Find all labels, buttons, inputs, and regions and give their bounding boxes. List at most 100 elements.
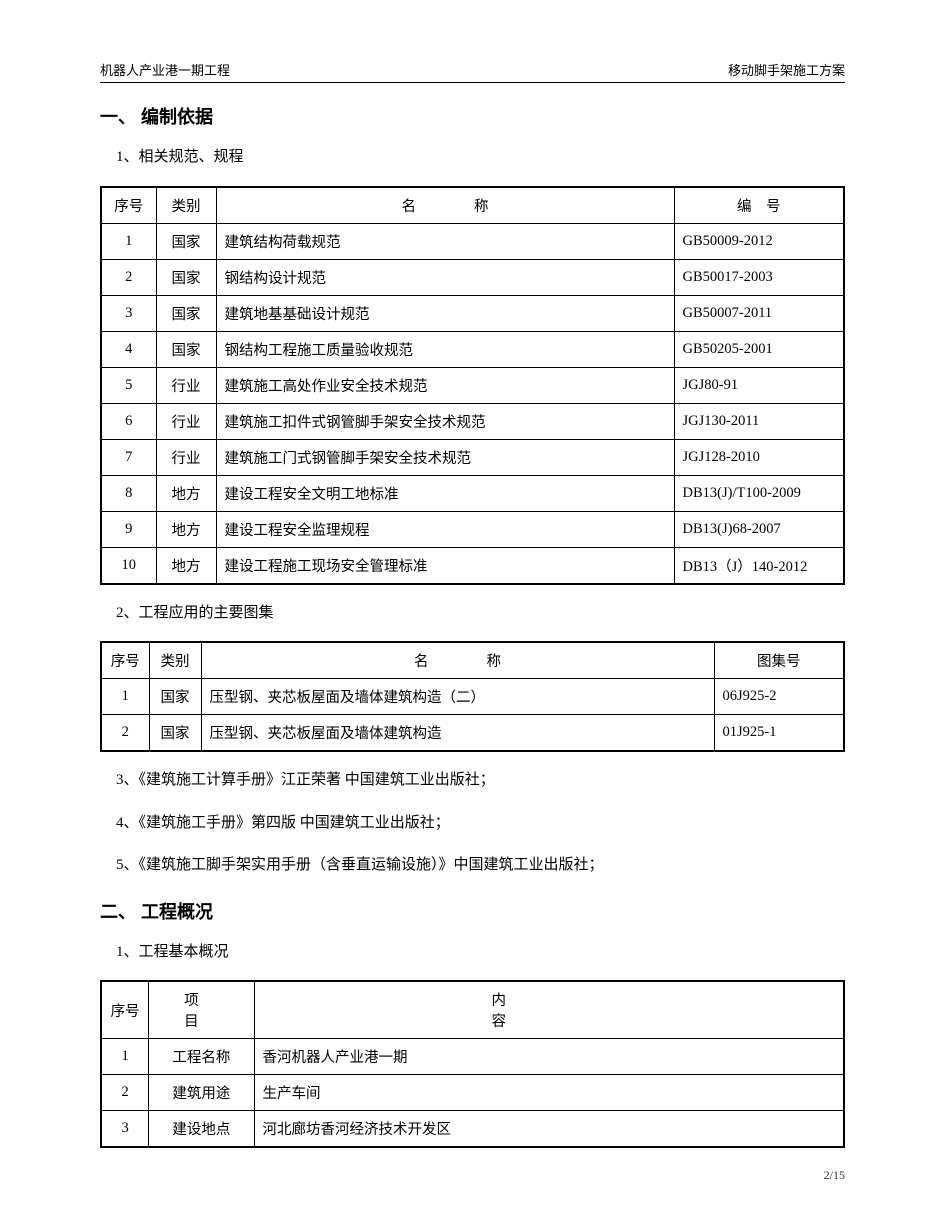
header-left: 机器人产业港一期工程 [100, 60, 230, 79]
cell-code: DB13(J)/T100-2009 [674, 475, 844, 511]
cell-cat: 国家 [156, 331, 216, 367]
cell-num: 2 [101, 715, 149, 752]
th-code: 图集号 [714, 642, 844, 679]
cell-num: 5 [101, 367, 156, 403]
th-content: 内 容 [254, 981, 844, 1039]
cell-code: GB50205-2001 [674, 331, 844, 367]
cell-name: 建设工程安全文明工地标准 [216, 475, 674, 511]
cell-num: 1 [101, 679, 149, 715]
th-proj: 项 目 [149, 981, 254, 1039]
table-row: 3建设地点河北廊坊香河经济技术开发区 [101, 1111, 844, 1148]
cell-cat: 行业 [156, 367, 216, 403]
table-row: 6行业建筑施工扣件式钢管脚手架安全技术规范JGJ130-2011 [101, 403, 844, 439]
cell-num: 1 [101, 1039, 149, 1075]
table-header-row: 序号 项 目 内 容 [101, 981, 844, 1039]
cell-content: 香河机器人产业港一期 [254, 1039, 844, 1075]
table-row: 5行业建筑施工高处作业安全技术规范JGJ80-91 [101, 367, 844, 403]
cell-cat: 国家 [156, 259, 216, 295]
cell-name: 压型钢、夹芯板屋面及墙体建筑构造 [201, 715, 714, 752]
table-row: 7行业建筑施工门式钢管脚手架安全技术规范JGJ128-2010 [101, 439, 844, 475]
header-right: 移动脚手架施工方案 [728, 60, 845, 79]
cell-num: 9 [101, 511, 156, 547]
th-num: 序号 [101, 642, 149, 679]
table-row: 1国家建筑结构荷载规范GB50009-2012 [101, 223, 844, 259]
table-header-row: 序号 类别 名 称 图集号 [101, 642, 844, 679]
section2-sub1: 1、工程基本概况 [116, 938, 845, 967]
th-num: 序号 [101, 187, 156, 224]
cell-num: 2 [101, 259, 156, 295]
cell-code: GB50009-2012 [674, 223, 844, 259]
section1-title: 一、 编制依据 [100, 103, 845, 129]
cell-name: 钢结构设计规范 [216, 259, 674, 295]
cell-num: 2 [101, 1075, 149, 1111]
th-name: 名 称 [201, 642, 714, 679]
cell-code: JGJ130-2011 [674, 403, 844, 439]
cell-content: 河北廊坊香河经济技术开发区 [254, 1111, 844, 1148]
cell-code: JGJ128-2010 [674, 439, 844, 475]
table-row: 2建筑用途生产车间 [101, 1075, 844, 1111]
cell-name: 建筑施工门式钢管脚手架安全技术规范 [216, 439, 674, 475]
cell-num: 7 [101, 439, 156, 475]
th-code: 编 号 [674, 187, 844, 224]
cell-proj: 建筑用途 [149, 1075, 254, 1111]
cell-num: 3 [101, 1111, 149, 1148]
page-number: 2/15 [824, 1168, 845, 1183]
section1-sub5: 5、《建筑施工脚手架实用手册（含垂直运输设施）》中国建筑工业出版社； [116, 851, 845, 880]
cell-num: 10 [101, 547, 156, 584]
cell-cat: 行业 [156, 439, 216, 475]
cell-cat: 地方 [156, 475, 216, 511]
cell-code: DB13（J）140-2012 [674, 547, 844, 584]
cell-num: 6 [101, 403, 156, 439]
cell-content: 生产车间 [254, 1075, 844, 1111]
section1-sub3: 3、《建筑施工计算手册》江正荣著 中国建筑工业出版社； [116, 766, 845, 795]
th-name: 名 称 [216, 187, 674, 224]
cell-num: 3 [101, 295, 156, 331]
cell-num: 4 [101, 331, 156, 367]
cell-name: 压型钢、夹芯板屋面及墙体建筑构造（二） [201, 679, 714, 715]
cell-code: DB13(J)68-2007 [674, 511, 844, 547]
cell-name: 钢结构工程施工质量验收规范 [216, 331, 674, 367]
cell-cat: 国家 [149, 715, 201, 752]
th-cat: 类别 [149, 642, 201, 679]
section1-sub2: 2、工程应用的主要图集 [116, 599, 845, 628]
standards-table: 序号 类别 名 称 编 号 1国家建筑结构荷载规范GB50009-20122国家… [100, 186, 845, 585]
cell-proj: 建设地点 [149, 1111, 254, 1148]
table-row: 3国家建筑地基基础设计规范GB50007-2011 [101, 295, 844, 331]
project-overview-table: 序号 项 目 内 容 1工程名称香河机器人产业港一期2建筑用途生产车间3建设地点… [100, 980, 845, 1148]
table-row: 2国家钢结构设计规范GB50017-2003 [101, 259, 844, 295]
table-row: 1工程名称香河机器人产业港一期 [101, 1039, 844, 1075]
th-cat: 类别 [156, 187, 216, 224]
cell-name: 建设工程安全监理规程 [216, 511, 674, 547]
cell-code: 01J925-1 [714, 715, 844, 752]
cell-cat: 地方 [156, 511, 216, 547]
cell-code: GB50007-2011 [674, 295, 844, 331]
table-row: 2国家压型钢、夹芯板屋面及墙体建筑构造01J925-1 [101, 715, 844, 752]
cell-name: 建筑地基基础设计规范 [216, 295, 674, 331]
cell-code: GB50017-2003 [674, 259, 844, 295]
cell-cat: 国家 [156, 223, 216, 259]
table-header-row: 序号 类别 名 称 编 号 [101, 187, 844, 224]
section1-sub1: 1、相关规范、规程 [116, 143, 845, 172]
cell-name: 建设工程施工现场安全管理标准 [216, 547, 674, 584]
cell-cat: 地方 [156, 547, 216, 584]
th-num: 序号 [101, 981, 149, 1039]
atlas-table: 序号 类别 名 称 图集号 1国家压型钢、夹芯板屋面及墙体建筑构造（二）06J9… [100, 641, 845, 752]
table-row: 10地方建设工程施工现场安全管理标准DB13（J）140-2012 [101, 547, 844, 584]
cell-proj: 工程名称 [149, 1039, 254, 1075]
table-row: 1国家压型钢、夹芯板屋面及墙体建筑构造（二）06J925-2 [101, 679, 844, 715]
section2-title: 二、 工程概况 [100, 898, 845, 924]
table-row: 4国家钢结构工程施工质量验收规范GB50205-2001 [101, 331, 844, 367]
table-row: 9地方建设工程安全监理规程DB13(J)68-2007 [101, 511, 844, 547]
cell-name: 建筑施工高处作业安全技术规范 [216, 367, 674, 403]
cell-code: JGJ80-91 [674, 367, 844, 403]
cell-cat: 国家 [156, 295, 216, 331]
cell-name: 建筑施工扣件式钢管脚手架安全技术规范 [216, 403, 674, 439]
section1-sub4: 4、《建筑施工手册》第四版 中国建筑工业出版社； [116, 809, 845, 838]
cell-num: 1 [101, 223, 156, 259]
table-row: 8地方建设工程安全文明工地标准DB13(J)/T100-2009 [101, 475, 844, 511]
cell-num: 8 [101, 475, 156, 511]
cell-name: 建筑结构荷载规范 [216, 223, 674, 259]
cell-cat: 行业 [156, 403, 216, 439]
cell-code: 06J925-2 [714, 679, 844, 715]
page-header: 机器人产业港一期工程 移动脚手架施工方案 [100, 60, 845, 83]
